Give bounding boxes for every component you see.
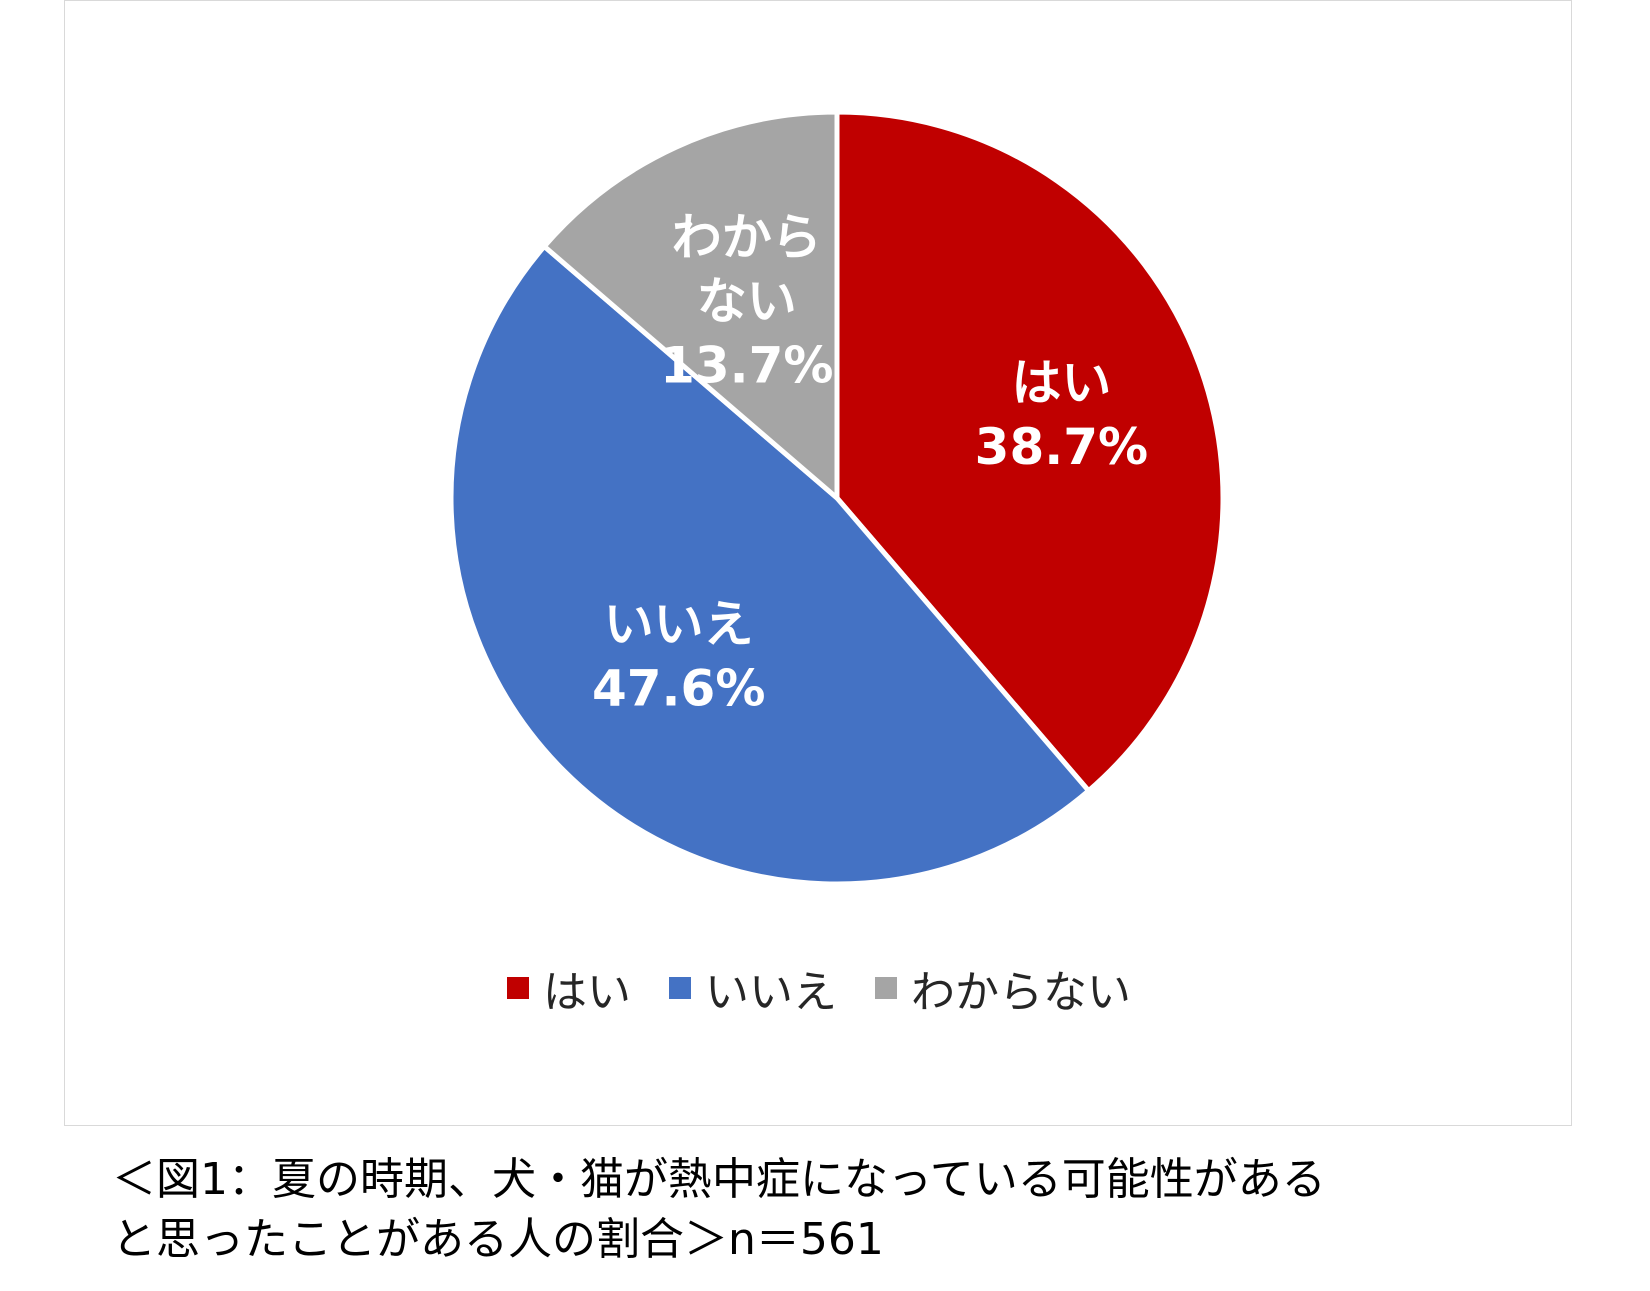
data-label-category-unknown: わから — [672, 209, 822, 267]
chart-frame: はい 38.7% いいえ 47.6% わからない 13.7% はい いいえ わからない — [64, 0, 1572, 1126]
pie-slice-yes — [834, 109, 1226, 794]
data-label-category-no: いいえ — [604, 595, 754, 653]
legend-label-no: いいえ — [705, 967, 837, 1018]
data-label-value-no: 47.6% — [592, 659, 765, 717]
data-label-no: いいえ 47.6% — [592, 595, 765, 717]
legend: はい いいえ わからない — [65, 956, 1573, 1020]
caption-line-1: ＜図1：夏の時期、犬・猫が熱中症になっている可能性がある — [112, 1154, 1326, 1205]
legend-swatch-unknown — [875, 977, 897, 999]
pie-slice-unknown — [541, 109, 840, 501]
pie-slice-no — [448, 243, 1092, 887]
legend-swatch-no — [669, 977, 691, 999]
legend-label-yes: はい — [543, 967, 631, 1018]
legend-swatch-yes — [507, 977, 529, 999]
legend-item-no: いいえ — [669, 956, 837, 1020]
data-label-value-unknown: 13.7% — [660, 337, 833, 395]
legend-label-unknown: わからない — [911, 967, 1131, 1018]
data-label-value-yes: 38.7% — [975, 418, 1148, 476]
legend-item-unknown: わからない — [875, 956, 1131, 1020]
legend-item-yes: はい — [507, 956, 631, 1020]
data-label-unknown: わからない 13.7% — [660, 209, 833, 395]
pie-chart: はい 38.7% いいえ 47.6% わからない 13.7% — [448, 109, 1226, 887]
data-label-yes: はい 38.7% — [975, 354, 1148, 476]
data-label-category-yes: はい — [1011, 354, 1111, 412]
data-label-category-unknown: ない — [697, 273, 797, 331]
caption-line-2: と思ったことがある人の割合＞n＝561 — [112, 1214, 884, 1265]
figure-caption: ＜図1：夏の時期、犬・猫が熱中症になっている可能性がある と思ったことがある人の… — [112, 1150, 1582, 1270]
